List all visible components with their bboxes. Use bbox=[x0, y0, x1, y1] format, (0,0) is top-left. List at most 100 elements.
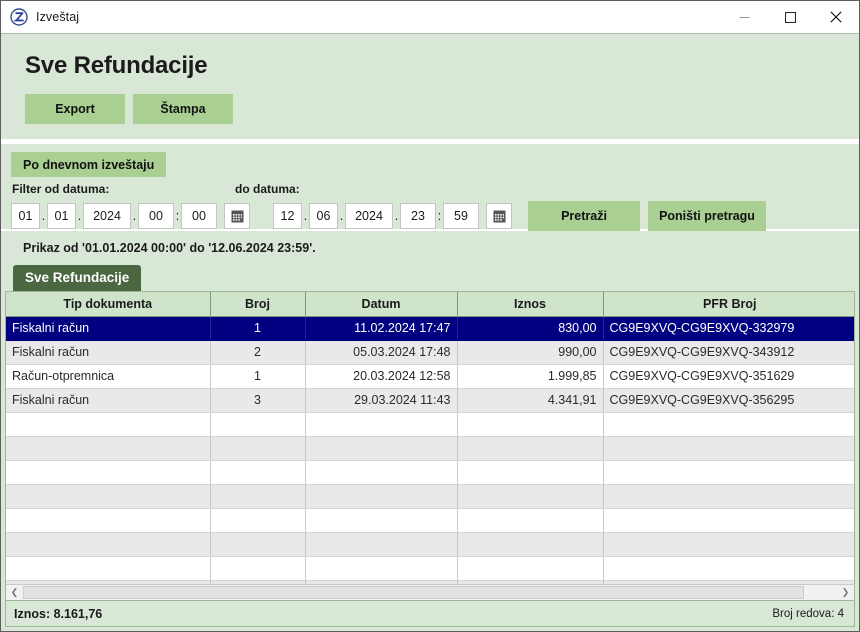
cell-empty[interactable] bbox=[210, 484, 306, 509]
table-row-empty[interactable] bbox=[6, 484, 854, 509]
table-row-empty[interactable] bbox=[6, 436, 854, 461]
cell-empty[interactable] bbox=[6, 556, 211, 581]
cell-empty[interactable] bbox=[457, 436, 604, 461]
cell-empty[interactable] bbox=[457, 556, 604, 581]
cell-empty[interactable] bbox=[305, 532, 458, 557]
table-row-empty[interactable] bbox=[6, 580, 854, 584]
scrollbar-track[interactable] bbox=[23, 585, 837, 600]
to-day-input[interactable]: 12 bbox=[273, 203, 302, 229]
cell-tip-dokumenta[interactable]: Fiskalni račun bbox=[6, 340, 211, 365]
search-button[interactable]: Pretraži bbox=[528, 201, 640, 231]
cell-empty[interactable] bbox=[457, 580, 604, 584]
column-header-tip-dokumenta[interactable]: Tip dokumenta bbox=[6, 291, 211, 317]
daily-report-tab[interactable]: Po dnevnom izveštaju bbox=[11, 152, 167, 177]
to-hour-input[interactable]: 23 bbox=[400, 203, 436, 229]
cell-iznos[interactable]: 830,00 bbox=[457, 316, 604, 341]
cell-iznos[interactable]: 990,00 bbox=[457, 340, 604, 365]
cell-broj[interactable]: 3 bbox=[210, 388, 306, 413]
cell-empty[interactable] bbox=[305, 508, 458, 533]
table-row[interactable]: Fiskalni račun 1 11.02.2024 17:47 830,00 CG9… bbox=[6, 316, 854, 341]
cell-tip-dokumenta[interactable]: Račun-otpremnica bbox=[6, 364, 211, 389]
cell-empty[interactable] bbox=[603, 460, 854, 485]
cell-pfr-broj[interactable]: CG9E9XVQ-CG9E9XVQ-332979 bbox=[603, 316, 854, 341]
table-row-empty[interactable] bbox=[6, 532, 854, 557]
cell-empty[interactable] bbox=[457, 460, 604, 485]
cell-pfr-broj[interactable]: CG9E9XVQ-CG9E9XVQ-356295 bbox=[603, 388, 854, 413]
chevron-right-icon[interactable]: ❯ bbox=[841, 587, 850, 597]
minimize-button[interactable] bbox=[721, 1, 767, 33]
cell-empty[interactable] bbox=[305, 460, 458, 485]
cell-empty[interactable] bbox=[210, 460, 306, 485]
horizontal-scrollbar[interactable]: ❮ ❯ bbox=[5, 584, 855, 601]
cell-iznos[interactable]: 1.999,85 bbox=[457, 364, 604, 389]
scrollbar-thumb[interactable] bbox=[23, 586, 805, 599]
cell-empty[interactable] bbox=[603, 508, 854, 533]
cell-empty[interactable] bbox=[210, 508, 306, 533]
column-header-pfr-broj[interactable]: PFR Broj bbox=[603, 291, 854, 317]
to-minute-input[interactable]: 59 bbox=[443, 203, 479, 229]
cell-empty[interactable] bbox=[457, 484, 604, 509]
table-row[interactable]: Fiskalni račun 2 05.03.2024 17:48 990,00 CG9… bbox=[6, 340, 854, 365]
column-header-datum[interactable]: Datum bbox=[305, 291, 458, 317]
cell-empty[interactable] bbox=[6, 532, 211, 557]
cell-empty[interactable] bbox=[6, 580, 211, 584]
cell-empty[interactable] bbox=[457, 412, 604, 437]
cell-empty[interactable] bbox=[210, 532, 306, 557]
cell-empty[interactable] bbox=[6, 460, 211, 485]
cell-empty[interactable] bbox=[457, 508, 604, 533]
cell-broj[interactable]: 1 bbox=[210, 364, 306, 389]
cell-empty[interactable] bbox=[6, 484, 211, 509]
cell-tip-dokumenta[interactable]: Fiskalni račun bbox=[6, 388, 211, 413]
column-header-broj[interactable]: Broj bbox=[210, 291, 306, 317]
cell-empty[interactable] bbox=[6, 508, 211, 533]
from-hour-input[interactable]: 00 bbox=[138, 203, 174, 229]
from-calendar-button[interactable] bbox=[224, 203, 250, 229]
chevron-left-icon[interactable]: ❮ bbox=[10, 587, 19, 597]
tab-sve-refundacije[interactable]: Sve Refundacije bbox=[13, 264, 142, 291]
cell-empty[interactable] bbox=[457, 532, 604, 557]
table-row-empty[interactable] bbox=[6, 508, 854, 533]
cell-empty[interactable] bbox=[603, 580, 854, 584]
cell-empty[interactable] bbox=[6, 412, 211, 437]
close-button[interactable] bbox=[813, 1, 859, 33]
cell-empty[interactable] bbox=[603, 436, 854, 461]
cell-datum[interactable]: 20.03.2024 12:58 bbox=[305, 364, 458, 389]
table-row-empty[interactable] bbox=[6, 556, 854, 581]
table-row[interactable]: Fiskalni račun 3 29.03.2024 11:43 4.341,91 C… bbox=[6, 388, 854, 413]
cell-empty[interactable] bbox=[305, 484, 458, 509]
cell-empty[interactable] bbox=[210, 580, 306, 584]
cell-datum[interactable]: 05.03.2024 17:48 bbox=[305, 340, 458, 365]
from-year-input[interactable]: 2024 bbox=[83, 203, 131, 229]
cell-empty[interactable] bbox=[603, 532, 854, 557]
cell-iznos[interactable]: 4.341,91 bbox=[457, 388, 604, 413]
cell-pfr-broj[interactable]: CG9E9XVQ-CG9E9XVQ-343912 bbox=[603, 340, 854, 365]
column-header-iznos[interactable]: Iznos bbox=[457, 291, 604, 317]
table-row[interactable]: Račun-otpremnica 1 20.03.2024 12:58 1.999,8… bbox=[6, 364, 854, 389]
from-day-input[interactable]: 01 bbox=[11, 203, 40, 229]
cell-broj[interactable]: 2 bbox=[210, 340, 306, 365]
to-calendar-button[interactable] bbox=[486, 203, 512, 229]
cell-empty[interactable] bbox=[210, 412, 306, 437]
cell-empty[interactable] bbox=[210, 436, 306, 461]
cell-empty[interactable] bbox=[305, 436, 458, 461]
cell-empty[interactable] bbox=[305, 556, 458, 581]
cell-empty[interactable] bbox=[603, 484, 854, 509]
to-year-input[interactable]: 2024 bbox=[345, 203, 393, 229]
export-button[interactable]: Export bbox=[25, 94, 125, 124]
cell-empty[interactable] bbox=[305, 412, 458, 437]
to-month-input[interactable]: 06 bbox=[309, 203, 338, 229]
table-row-empty[interactable] bbox=[6, 412, 854, 437]
cell-tip-dokumenta[interactable]: Fiskalni račun bbox=[6, 316, 211, 341]
cell-empty[interactable] bbox=[603, 412, 854, 437]
reset-search-button[interactable]: Poništi pretragu bbox=[648, 201, 766, 231]
cell-pfr-broj[interactable]: CG9E9XVQ-CG9E9XVQ-351629 bbox=[603, 364, 854, 389]
maximize-button[interactable] bbox=[767, 1, 813, 33]
cell-datum[interactable]: 29.03.2024 11:43 bbox=[305, 388, 458, 413]
cell-broj[interactable]: 1 bbox=[210, 316, 306, 341]
cell-empty[interactable] bbox=[305, 580, 458, 584]
cell-empty[interactable] bbox=[603, 556, 854, 581]
from-minute-input[interactable]: 00 bbox=[181, 203, 217, 229]
from-month-input[interactable]: 01 bbox=[47, 203, 76, 229]
cell-datum[interactable]: 11.02.2024 17:47 bbox=[305, 316, 458, 341]
print-button[interactable]: Štampa bbox=[133, 94, 233, 124]
